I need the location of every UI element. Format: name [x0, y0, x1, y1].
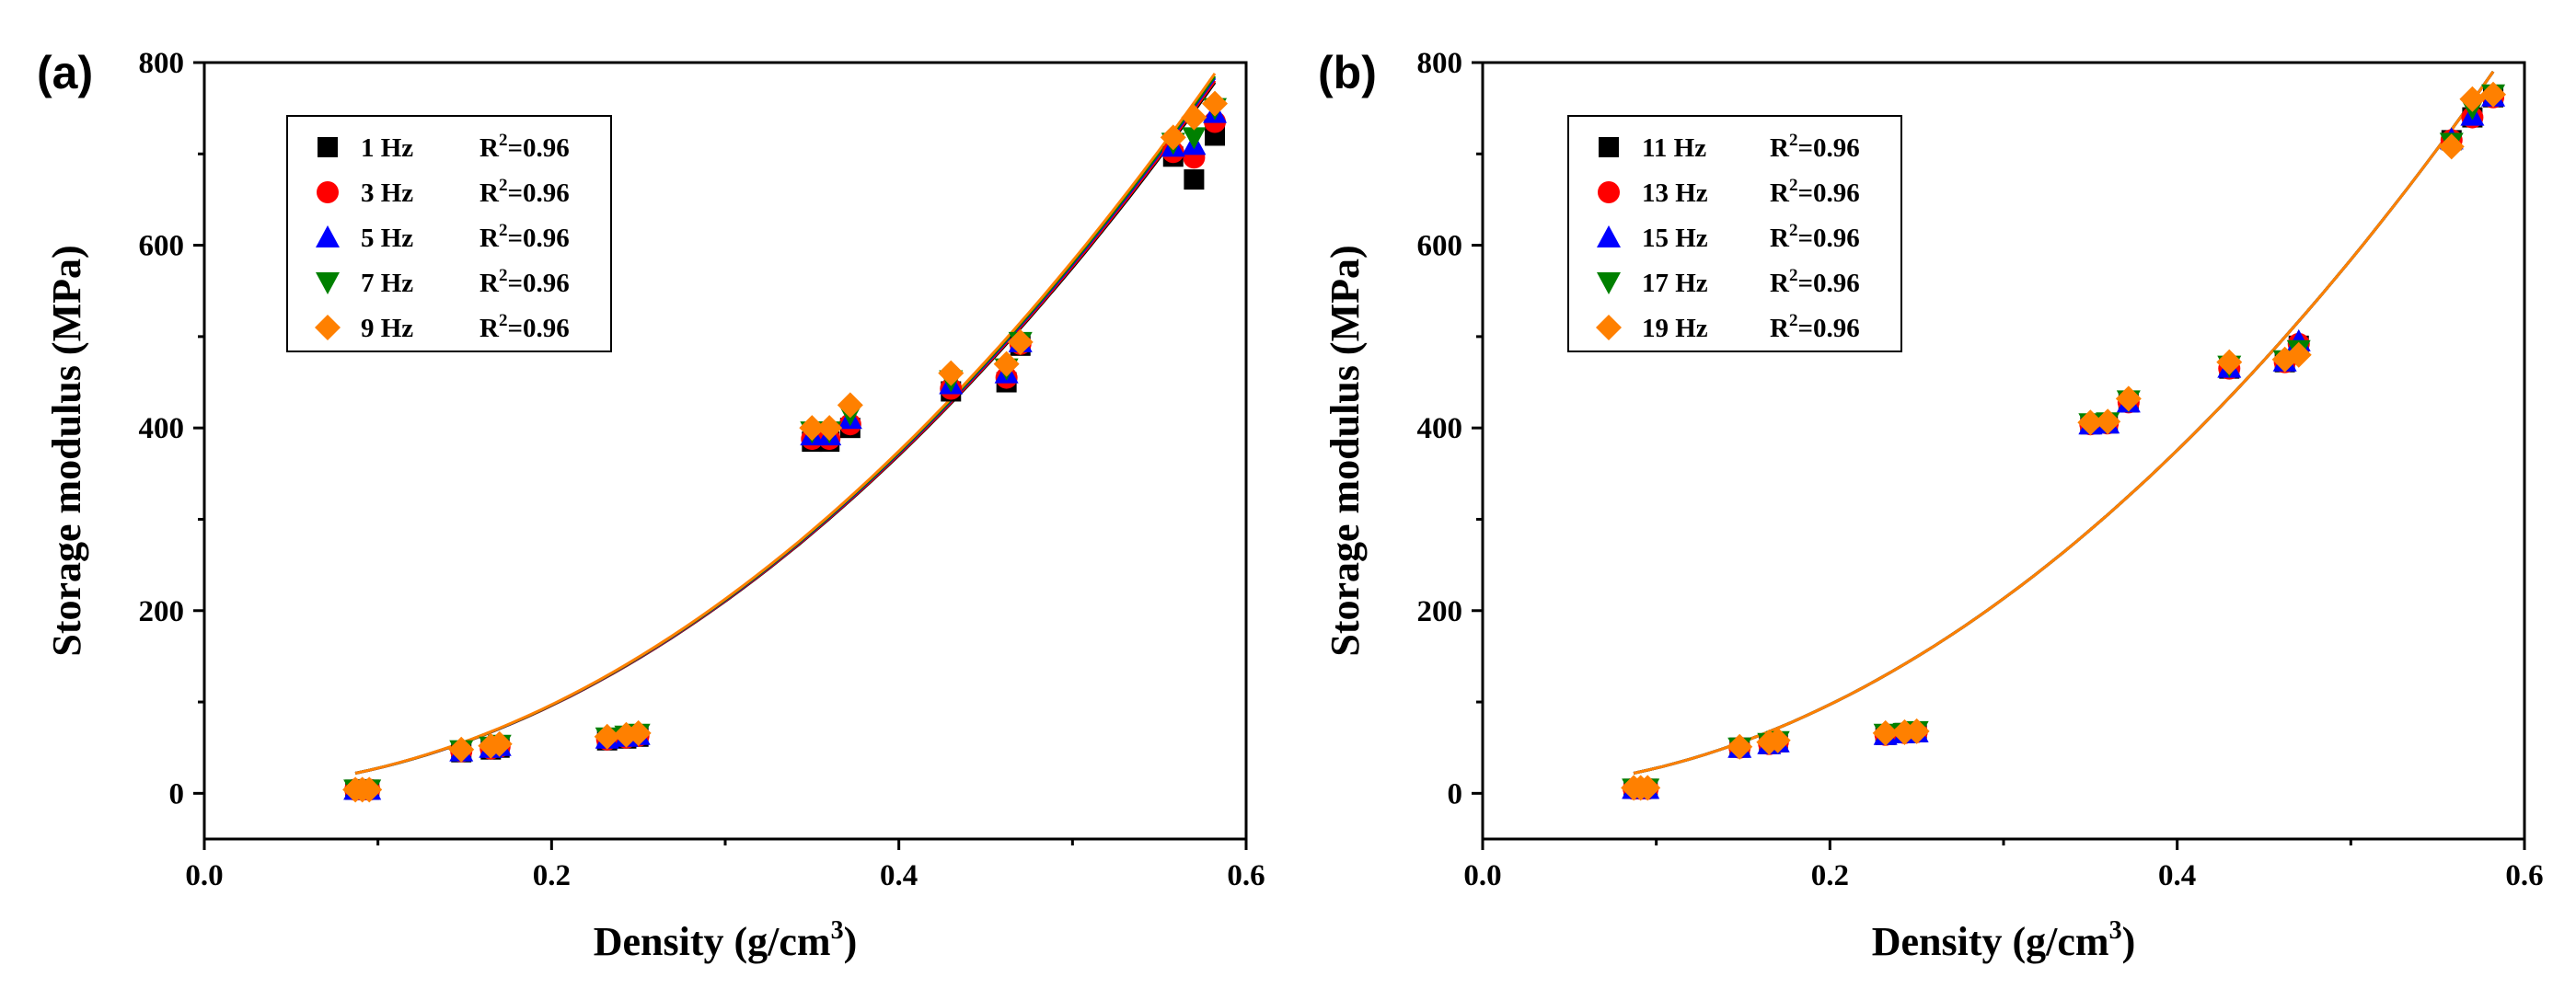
legend-r2: R2=0.96 [479, 311, 570, 343]
y-tick-label: 200 [1417, 595, 1463, 628]
legend-label: 13 Hz [1642, 178, 1708, 208]
legend-r2: R2=0.96 [479, 266, 570, 298]
legend-r2: R2=0.96 [1770, 311, 1860, 343]
legend-r2: R2=0.96 [479, 221, 570, 253]
x-axis-title: Density (g/cm3) [1872, 916, 2136, 964]
legend-marker [1597, 225, 1621, 247]
legend-label: 5 Hz [361, 224, 413, 253]
y-tick-label: 600 [139, 230, 185, 263]
data-point [2285, 341, 2312, 368]
data-point [356, 776, 383, 803]
data-point [1182, 127, 1207, 150]
data-point [799, 415, 826, 442]
y-tick-label: 400 [139, 412, 185, 445]
data-point [1202, 90, 1229, 117]
legend-r2: R2=0.96 [479, 176, 570, 208]
legend-label: 17 Hz [1642, 269, 1708, 298]
y-tick-label: 800 [1417, 47, 1463, 80]
data-point [2459, 86, 2486, 112]
data-point [2095, 408, 2121, 435]
fit-line-9-hz [354, 73, 1217, 775]
legend-r2: R2=0.96 [1770, 266, 1860, 298]
legend-marker [317, 181, 339, 203]
panel-label: (b) [1318, 47, 1377, 98]
data-point [1635, 775, 1661, 801]
y-tick-label: 400 [1417, 412, 1463, 445]
x-tick-label: 0.0 [185, 859, 223, 892]
legend-r2: R2=0.96 [1770, 176, 1860, 208]
data-point [448, 736, 475, 763]
x-tick-label: 0.2 [1811, 859, 1849, 892]
y-tick-label: 600 [1417, 230, 1463, 263]
chart-panel-b: 0.0 0.2 0.4 0.6 0 200 400 600 800 Density (g/cm3)… [1318, 47, 2544, 964]
x-tick-label: 0.2 [533, 859, 571, 892]
y-tick-label: 800 [139, 47, 185, 80]
legend-label: 7 Hz [361, 269, 413, 298]
legend-marker [1596, 315, 1622, 340]
data-point [837, 392, 863, 419]
data-point [2115, 385, 2142, 412]
panel-label: (a) [37, 47, 93, 98]
legend-label: 15 Hz [1642, 224, 1708, 253]
legend-box [1567, 115, 1902, 352]
legend-r2: R2=0.96 [1770, 131, 1860, 163]
legend-marker [1599, 137, 1619, 157]
y-tick-label: 200 [139, 595, 185, 628]
data-point [486, 730, 513, 757]
x-tick-label: 0.6 [2505, 859, 2543, 892]
legend-marker [315, 315, 341, 340]
data-point [594, 723, 620, 750]
data-point [1184, 169, 1205, 190]
data-point [938, 360, 965, 386]
y-tick-label: 0 [169, 777, 185, 810]
data-point [1903, 718, 1930, 744]
legend-label: 11 Hz [1642, 133, 1706, 163]
data-point [993, 351, 1020, 377]
legend-marker [1597, 272, 1621, 294]
series-19-hz [1621, 81, 2507, 801]
legend-label: 19 Hz [1642, 314, 1708, 343]
data-point [816, 415, 843, 442]
legend-label: 9 Hz [361, 314, 413, 343]
legend-marker [1598, 181, 1620, 203]
x-axis-title: Density (g/cm3) [594, 916, 858, 964]
data-point [1872, 719, 1899, 746]
y-axis-title: Storage modulus (MPa) [44, 245, 89, 656]
y-axis-title: Storage modulus (MPa) [1323, 245, 1368, 656]
x-tick-label: 0.4 [2158, 859, 2196, 892]
legend-marker [316, 272, 340, 294]
legend-label: 3 Hz [361, 178, 413, 208]
data-point [1727, 733, 1753, 760]
x-tick-label: 0.4 [880, 859, 918, 892]
data-point [2438, 133, 2465, 160]
data-point [625, 719, 652, 746]
y-tick-label: 0 [1448, 777, 1463, 810]
data-point [2480, 81, 2507, 108]
legend-marker [316, 225, 340, 247]
data-point [1181, 104, 1207, 131]
x-tick-label: 0.0 [1463, 859, 1501, 892]
legend-label: 1 Hz [361, 133, 413, 163]
data-point [1160, 124, 1186, 151]
legend-r2: R2=0.96 [1770, 221, 1860, 253]
chart-panel-a: 0.0 0.2 0.4 0.6 0 200 400 600 800 Density (g/cm3)… [37, 47, 1265, 964]
data-point [2216, 349, 2243, 375]
legend-marker [318, 137, 338, 157]
series-9-hz [342, 90, 1229, 803]
data-point [1007, 328, 1034, 355]
x-tick-label: 0.6 [1227, 859, 1265, 892]
legend-box [286, 115, 612, 352]
data-point [1764, 727, 1791, 753]
data-point [2077, 409, 2104, 436]
legend-r2: R2=0.96 [479, 131, 570, 163]
